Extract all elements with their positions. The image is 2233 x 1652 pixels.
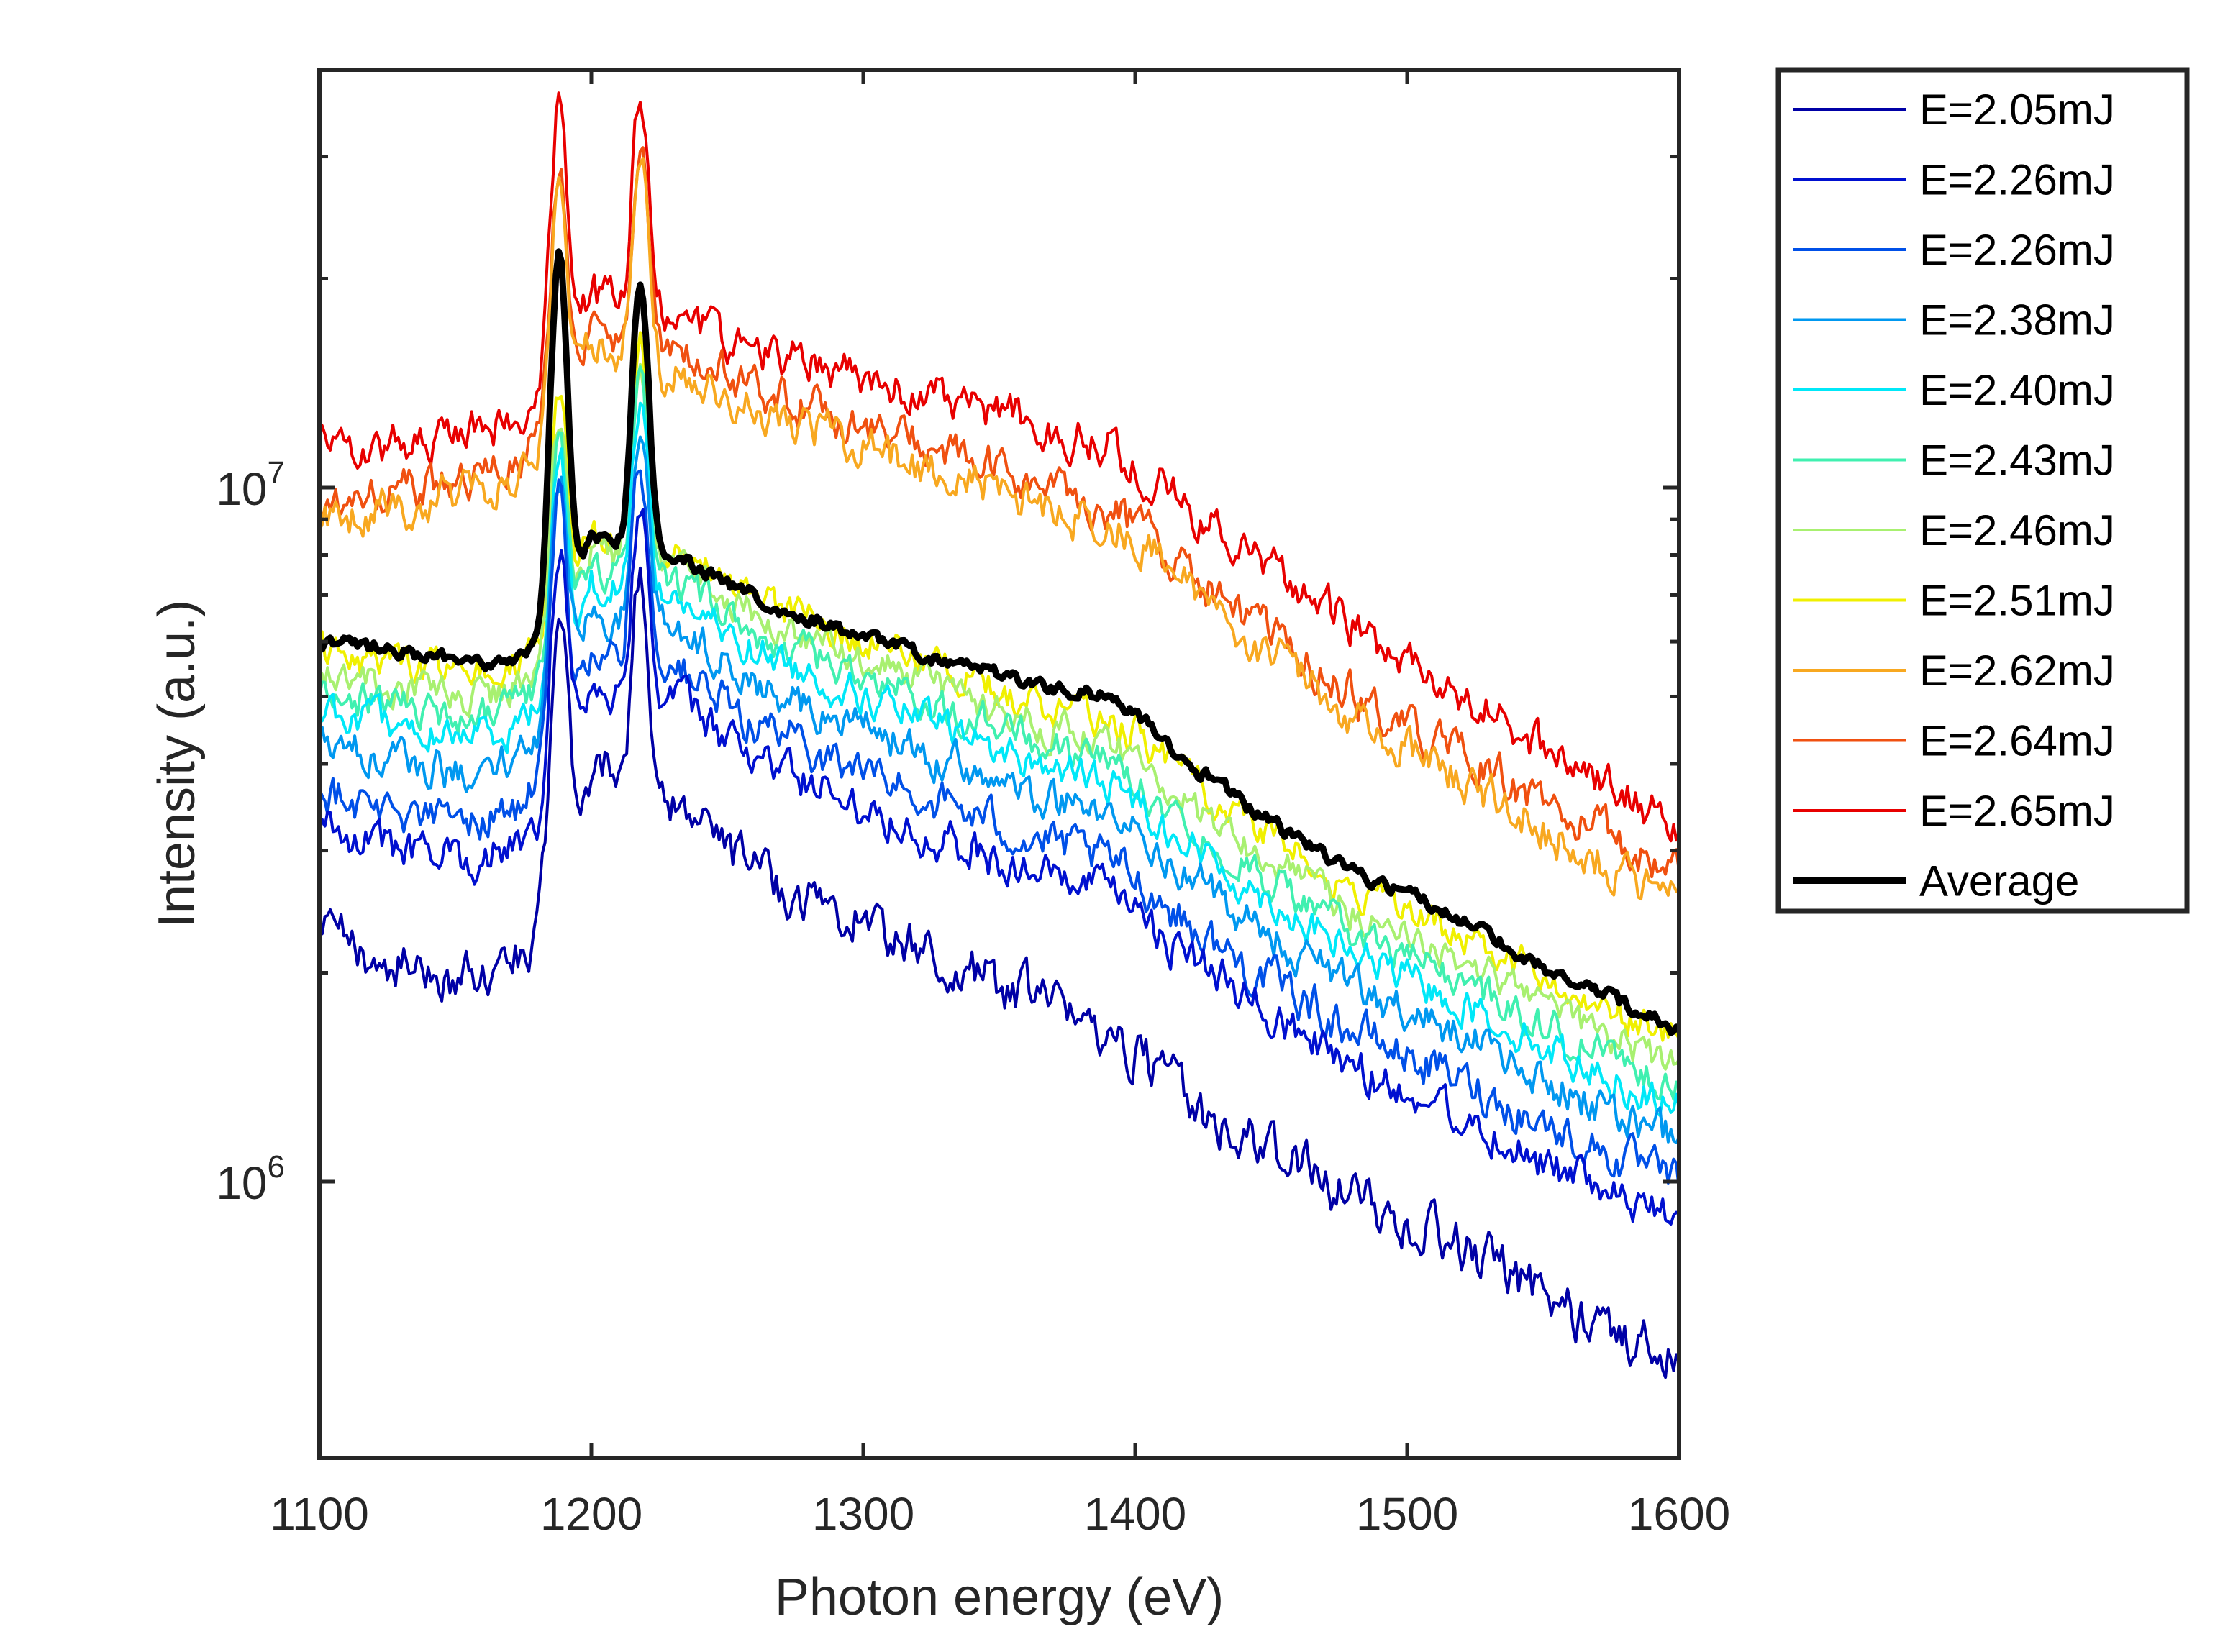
legend-label: E=2.40mJ (1919, 366, 2115, 414)
legend-label: E=2.65mJ (1919, 787, 2115, 835)
legend-label: E=2.46mJ (1919, 506, 2115, 555)
legend-label: E=2.38mJ (1919, 296, 2115, 344)
legend-label: Average (1919, 857, 2079, 905)
y-tick-label: 107 (216, 455, 285, 515)
legend-label: E=2.43mJ (1919, 437, 2115, 485)
series-line-12 (319, 248, 1679, 1036)
series-line-8 (319, 331, 1679, 1042)
legend-label: E=2.26mJ (1919, 226, 2115, 274)
series-line-4 (319, 435, 1679, 1144)
legend-label: E=2.64mJ (1919, 717, 2115, 765)
x-axis-label: Photon energy (eV) (775, 1569, 1224, 1626)
legend-label: E=2.05mJ (1919, 86, 2115, 134)
series-line-3 (319, 469, 1679, 1191)
legend-box (1775, 67, 2190, 914)
series-line-2 (319, 508, 1679, 1226)
legend: E=2.05mJ E=2.26mJ E=2.26mJ E=2.38mJ E=2.40mJ… (1775, 67, 2190, 914)
series-line-9 (319, 157, 1679, 900)
x-tick-label: 1400 (1084, 1488, 1186, 1540)
series-layer (319, 91, 1679, 1379)
x-tick-label: 1600 (1628, 1488, 1730, 1540)
x-tick-label: 1200 (540, 1488, 642, 1540)
x-tick-label: 1100 (270, 1488, 369, 1540)
legend-label: E=2.26mJ (1919, 156, 2115, 204)
legend-label: E=2.62mJ (1919, 647, 2115, 695)
tick-layer: 1100 1200 1300 1400 1500 1600 106 107 (216, 68, 1730, 1540)
legend-label: E=2.51mJ (1919, 577, 2115, 625)
x-tick-label: 1500 (1356, 1488, 1458, 1540)
series-line-7 (319, 362, 1679, 1071)
series-line-1 (319, 566, 1679, 1379)
y-axis-label: Intensity (a.u.) (148, 600, 206, 928)
y-tick-label: 106 (216, 1149, 285, 1209)
series-line-11 (319, 91, 1679, 843)
x-tick-label: 1300 (812, 1488, 914, 1540)
